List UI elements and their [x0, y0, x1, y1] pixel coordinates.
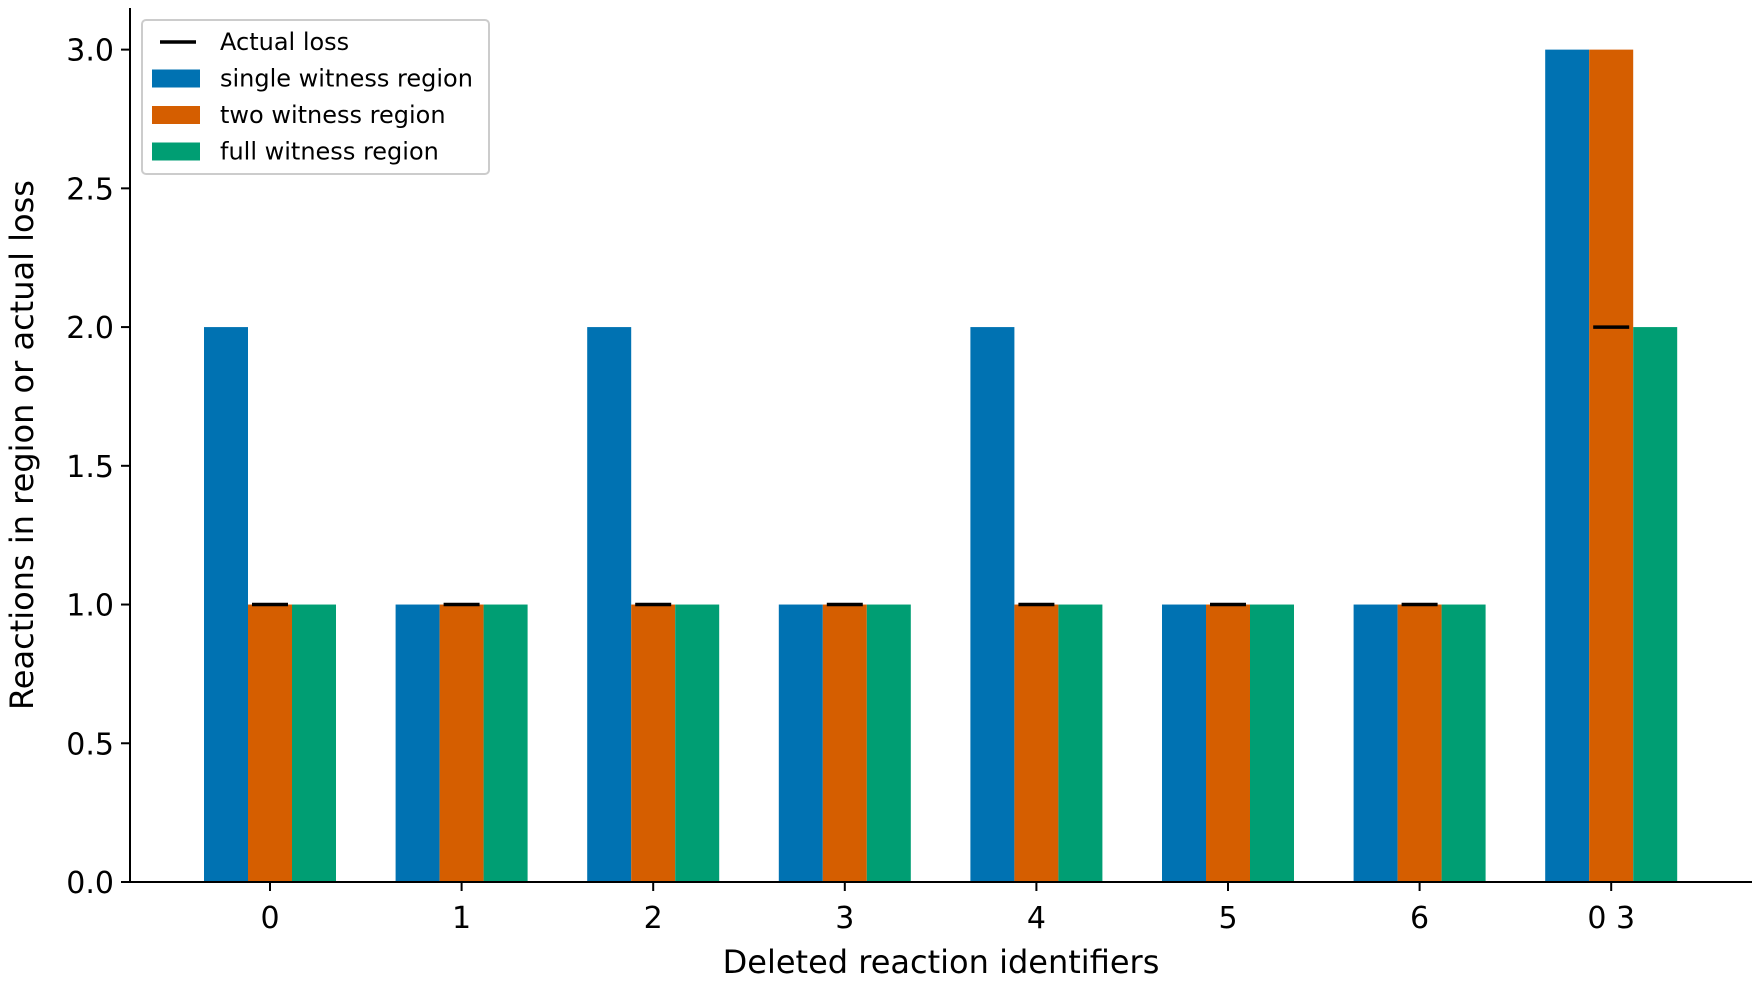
legend-label: single witness region [220, 65, 473, 93]
y-tick-label: 0.0 [66, 866, 114, 901]
legend-label: two witness region [220, 101, 446, 129]
bar-full-witness-region-1 [483, 604, 528, 882]
bar-two-witness-region-1 [439, 604, 484, 882]
x-tick-label: 5 [1218, 901, 1237, 936]
y-tick-label: 2.0 [66, 311, 114, 346]
bar-two-witness-region-5 [1206, 604, 1250, 882]
y-axis-label: Reactions in region or actual loss [3, 180, 41, 710]
x-tick-label: 1 [452, 901, 471, 936]
y-tick-label: 1.5 [66, 450, 114, 485]
bar-full-witness-region-3 [866, 604, 911, 882]
y-ticks: 0.0 0.5 1.0 1.5 2.0 2.5 3.0 [66, 34, 130, 901]
x-tick-label: 0 [260, 901, 279, 936]
bar-two-witness-region-4 [1014, 604, 1059, 882]
axes [129, 8, 1752, 883]
y-tick-label: 2.5 [66, 172, 114, 207]
bar-full-witness-region-0-3 [1633, 327, 1678, 883]
bar-two-witness-region-3 [822, 604, 867, 882]
x-tick-label: 6 [1410, 901, 1429, 936]
bars-layer [204, 49, 1678, 883]
bar-single-witness-region-0-3 [1545, 49, 1590, 883]
bar-two-witness-region-6 [1397, 604, 1442, 882]
bar-single-witness-region-4 [970, 327, 1015, 883]
legend-label: full witness region [220, 138, 439, 166]
legend-frame [141, 19, 490, 175]
bar-two-witness-region-0 [248, 604, 292, 882]
legend-swatch-two-witness-region [152, 106, 200, 124]
legend: Actual loss single witness region two witn… [141, 19, 490, 175]
legend-swatch-single-witness-region [152, 69, 200, 88]
bar-single-witness-region-3 [778, 604, 823, 882]
y-tick-label: 3.0 [66, 34, 114, 69]
bar-single-witness-region-5 [1162, 604, 1206, 882]
x-tick-label: 0 3 [1587, 901, 1635, 936]
bar-full-witness-region-2 [675, 604, 720, 882]
legend-swatch-full-witness-region [152, 142, 200, 161]
y-tick-label: 1.0 [66, 589, 114, 624]
x-tick-label: 4 [1027, 901, 1046, 936]
bar-two-witness-region-2 [631, 604, 676, 882]
y-tick-label: 0.5 [66, 727, 114, 762]
x-tick-label: 2 [644, 901, 663, 936]
legend-label: Actual loss [220, 28, 349, 56]
bar-single-witness-region-2 [587, 327, 632, 883]
bar-full-witness-region-6 [1441, 604, 1486, 882]
bar-full-witness-region-0 [292, 604, 336, 882]
legend-items: Actual loss single witness region two witn… [152, 28, 473, 166]
bar-two-witness-region-0-3 [1589, 49, 1634, 883]
x-axis-label: Deleted reaction identifiers [723, 943, 1160, 981]
x-ticks: 0 1 2 3 4 5 6 0 3 [260, 882, 1635, 936]
bar-full-witness-region-4 [1058, 604, 1103, 882]
actual-loss-markers [252, 325, 1630, 607]
bar-single-witness-region-1 [395, 604, 440, 882]
bar-single-witness-region-6 [1353, 604, 1398, 882]
bar-single-witness-region-0 [204, 327, 248, 883]
x-tick-label: 3 [835, 901, 854, 936]
bar-full-witness-region-5 [1250, 604, 1294, 882]
